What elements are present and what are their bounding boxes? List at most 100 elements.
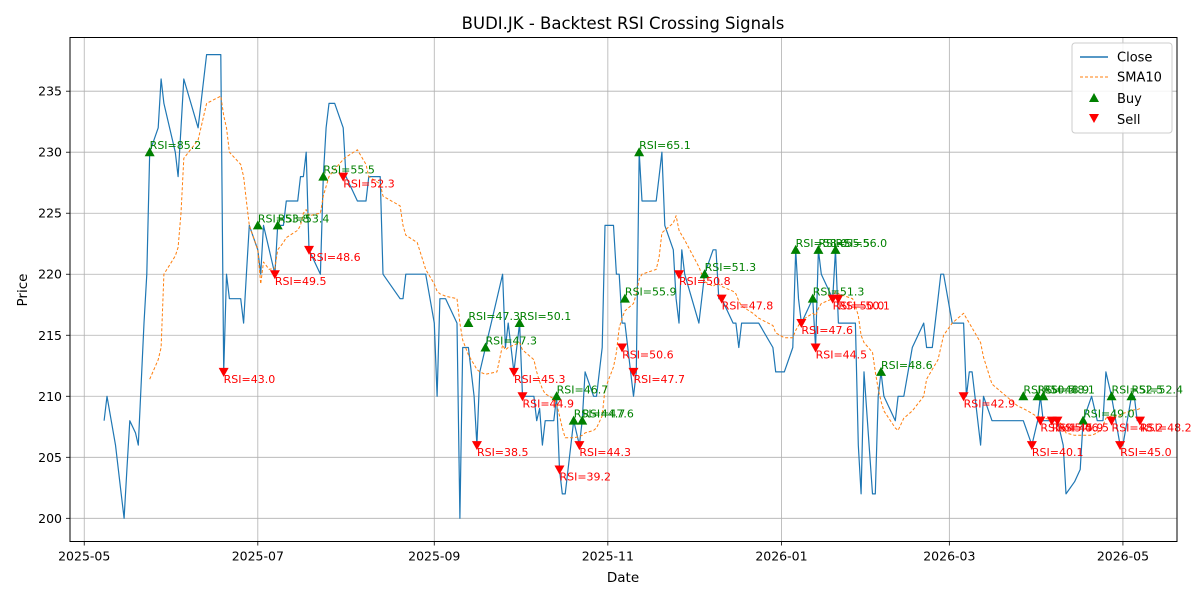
sell-label: RSI=50.0 [833, 300, 885, 313]
y-tick-label: 215 [38, 328, 62, 343]
sell-marker [304, 245, 315, 255]
x-tick-label: 2025-09 [408, 549, 460, 564]
sell-marker [796, 319, 807, 329]
sell-marker [1106, 416, 1117, 426]
y-axis-label: Price [15, 274, 31, 307]
buy-marker [1126, 391, 1137, 401]
buy-label: RSI=44.7 [574, 408, 626, 421]
y-tick-label: 205 [38, 450, 62, 465]
legend-close-label: Close [1117, 51, 1152, 66]
sell-label: RSI=43.0 [224, 373, 276, 386]
buy-marker [318, 171, 329, 181]
buy-marker [568, 415, 579, 425]
buy-label: RSI=55.5 [818, 237, 870, 250]
buy-marker [1106, 391, 1117, 401]
sell-label: RSI=50.1 [838, 300, 890, 313]
buy-label: RSI=58.0 [796, 237, 848, 250]
buy-marker [1078, 415, 1089, 425]
x-tick-label: 2025-11 [582, 549, 634, 564]
buy-marker [876, 366, 887, 376]
buy-label: RSI=53.8 [258, 212, 310, 225]
sell-label: RSI=47.8 [722, 300, 774, 313]
sell-marker [508, 367, 519, 377]
buy-marker [699, 269, 710, 279]
legend-sell-label: Sell [1117, 113, 1140, 128]
sell-label: RSI=44.9 [522, 397, 574, 410]
sell-label: RSI=40.1 [1032, 446, 1084, 459]
buy-label: RSI=46.7 [557, 383, 609, 396]
legend-sell-marker [1089, 114, 1099, 123]
sell-label: RSI=48.2 [1140, 422, 1192, 435]
sell-label: RSI=39.2 [559, 471, 611, 484]
buy-label: RSI=52.4 [1131, 383, 1183, 396]
buy-marker [830, 244, 841, 254]
sell-marker [338, 172, 349, 182]
sell-label: RSI=46.5 [1057, 422, 1109, 435]
sell-label: RSI=50.8 [679, 275, 731, 288]
legend-buy-marker [1089, 93, 1099, 102]
buy-label: RSI=55.5 [323, 164, 375, 177]
sell-label: RSI=49.5 [275, 275, 327, 288]
legend-box [1071, 42, 1173, 134]
y-axis-ticks: 200 205 210 215 220 225 230 235 [38, 84, 70, 526]
sell-marker [269, 270, 280, 280]
buy-marker [1038, 391, 1049, 401]
buy-marker [634, 147, 645, 157]
sell-label: RSI=48.2 [1112, 422, 1164, 435]
y-tick-label: 200 [38, 511, 62, 526]
sell-marker [574, 441, 585, 451]
series-lines [103, 54, 1141, 519]
buy-marker [514, 318, 525, 328]
plot-frame [69, 37, 1178, 542]
buy-label: RSI=47.6 [582, 408, 634, 421]
buy-label: RSI=48.1 [1043, 383, 1095, 396]
buy-marker [813, 244, 824, 254]
y-tick-label: 235 [38, 84, 62, 99]
buy-marker [551, 391, 562, 401]
buy-label: RSI=51.3 [813, 286, 865, 299]
sell-marker [628, 367, 639, 377]
sell-marker [673, 270, 684, 280]
buy-marker [272, 220, 283, 230]
sell-marker [1035, 416, 1046, 426]
buy-marker [480, 342, 491, 352]
buy-marker [807, 293, 818, 303]
x-tick-label: 2025-07 [232, 549, 284, 564]
sell-label: RSI=45.0 [1120, 446, 1172, 459]
buy-marker [252, 220, 263, 230]
sell-marker [716, 294, 727, 304]
sell-label: RSI=38.5 [477, 446, 529, 459]
sell-label: RSI=47.6 [801, 324, 853, 337]
buy-label: RSI=50.5 [1023, 383, 1075, 396]
sell-label: RSI=47.7 [633, 373, 685, 386]
sell-marker [554, 465, 565, 475]
buy-marker [790, 244, 801, 254]
buy-label: RSI=85.2 [150, 139, 202, 152]
buy-label: RSI=56.0 [836, 237, 888, 250]
sell-label: RSI=50.6 [622, 348, 674, 361]
buy-label: RSI=51.3 [705, 261, 757, 274]
y-tick-label: 225 [38, 206, 62, 221]
x-axis-label: Date [607, 570, 639, 586]
y-tick-label: 210 [38, 389, 62, 404]
buy-label: RSI=47.3 [485, 334, 537, 347]
buy-label: RSI=49.0 [1083, 408, 1135, 421]
sell-marker [617, 343, 628, 353]
sell-label: RSI=44.5 [816, 348, 868, 361]
sell-marker [1052, 416, 1063, 426]
buy-label: RSI=48.6 [881, 359, 933, 372]
buy-marker [463, 318, 474, 328]
sell-marker [517, 392, 528, 402]
chart-title: BUDI.JK - Backtest RSI Crossing Signals [462, 14, 785, 33]
x-tick-label: 2026-01 [755, 549, 807, 564]
sell-label: RSI=48.6 [309, 251, 361, 264]
sell-marker [810, 343, 821, 353]
buy-label: RSI=55.9 [625, 286, 677, 299]
buy-label: RSI=52.5 [1112, 383, 1164, 396]
close-price-line [103, 54, 1140, 519]
buy-label: RSI=47.3 [468, 310, 520, 323]
sell-marker [833, 294, 844, 304]
